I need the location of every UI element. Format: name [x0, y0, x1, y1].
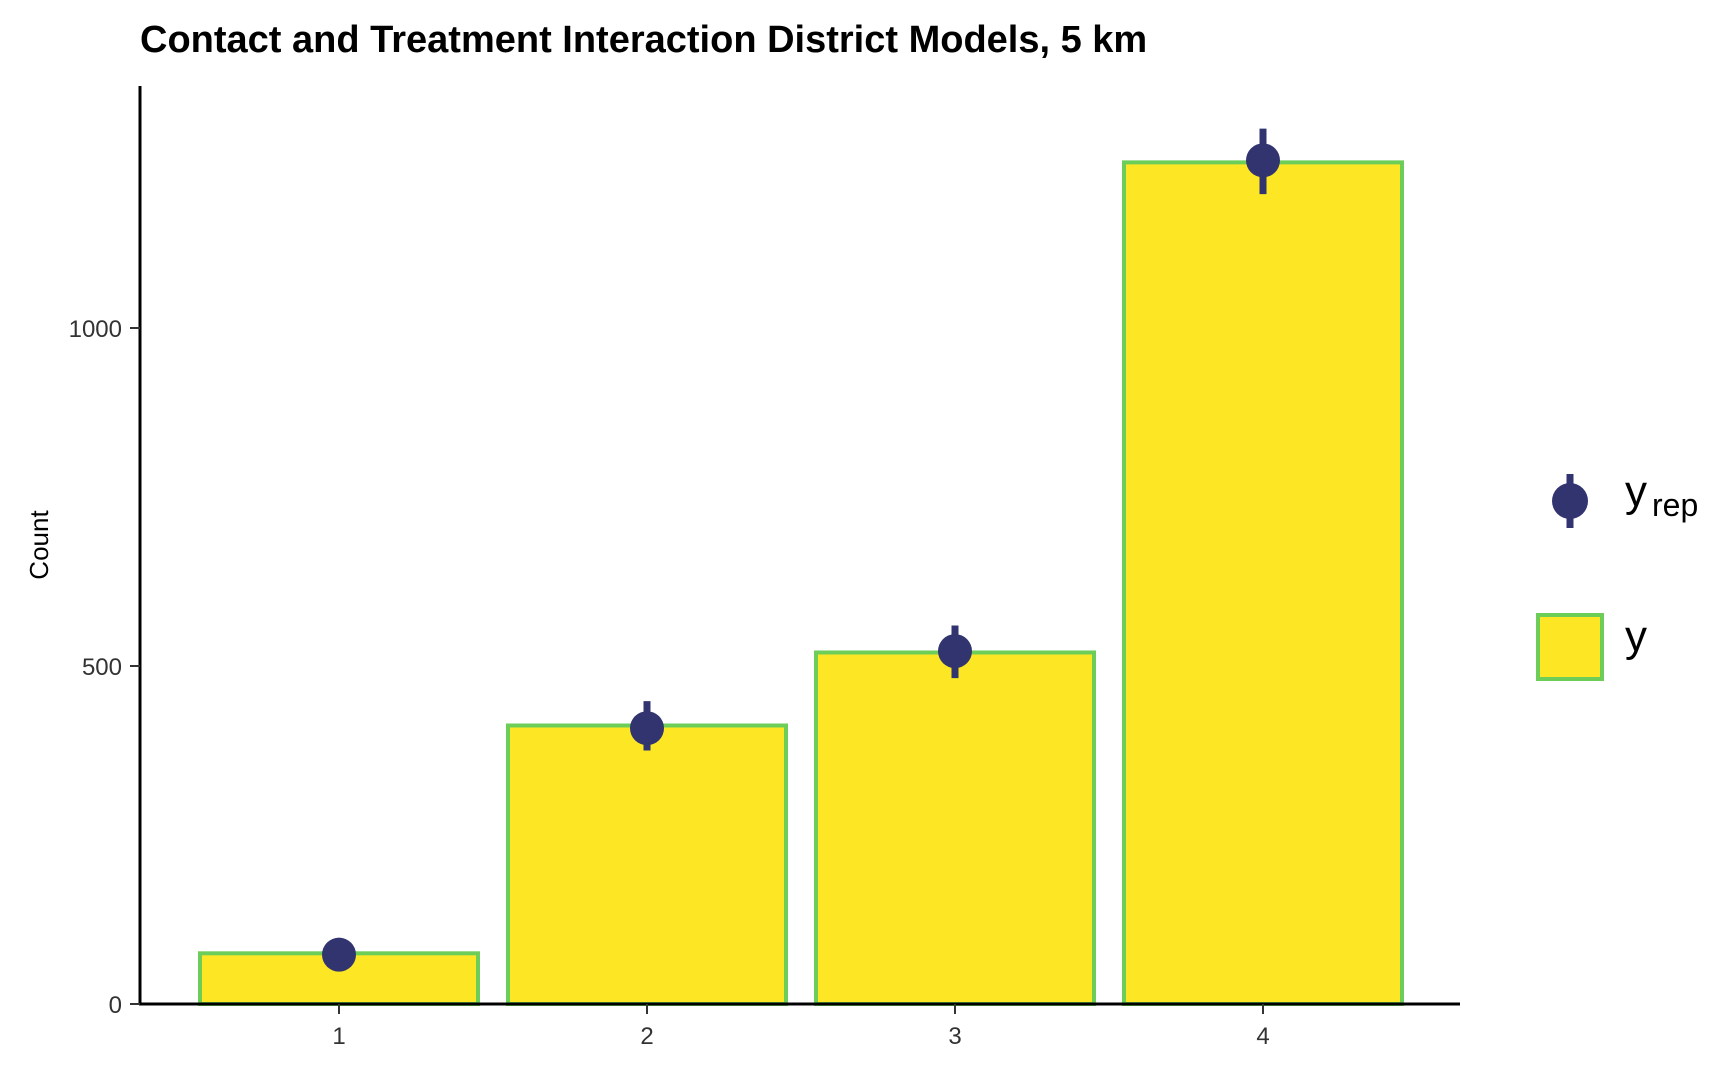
- x-ticks: 1 2 3 4: [332, 1004, 1270, 1050]
- y-tick-label-500: 500: [82, 654, 122, 681]
- legend-y-swatch: [1536, 613, 1604, 681]
- yrep-point-3: [938, 634, 972, 669]
- y-tick-label-0: 0: [109, 992, 122, 1019]
- legend-y-label: y: [1625, 612, 1647, 661]
- x-tick-label-1: 1: [332, 1023, 345, 1050]
- legend-yrep-point: [1552, 483, 1588, 519]
- bars-layer: [198, 160, 1404, 1006]
- legend: y rep y: [1536, 467, 1698, 681]
- x-tick-label-4: 4: [1256, 1023, 1269, 1050]
- yrep-point-1: [322, 937, 356, 972]
- x-tick-label-2: 2: [640, 1023, 653, 1050]
- bar-3: [814, 650, 1096, 1006]
- bar-2: [506, 723, 788, 1006]
- legend-yrep-subscript: rep: [1652, 487, 1698, 523]
- points-layer: [322, 128, 1280, 972]
- chart-title: Contact and Treatment Interaction Distri…: [140, 19, 1147, 61]
- y-tick-label-1000: 1000: [69, 316, 122, 343]
- y-axis-label: Count: [24, 510, 54, 580]
- yrep-point-4: [1246, 143, 1280, 178]
- x-tick-label-3: 3: [948, 1023, 961, 1050]
- legend-yrep-label: y: [1625, 467, 1647, 516]
- yrep-point-2: [630, 711, 664, 746]
- bar-4: [1122, 160, 1404, 1006]
- y-ticks: 0 500 1000: [69, 316, 140, 1019]
